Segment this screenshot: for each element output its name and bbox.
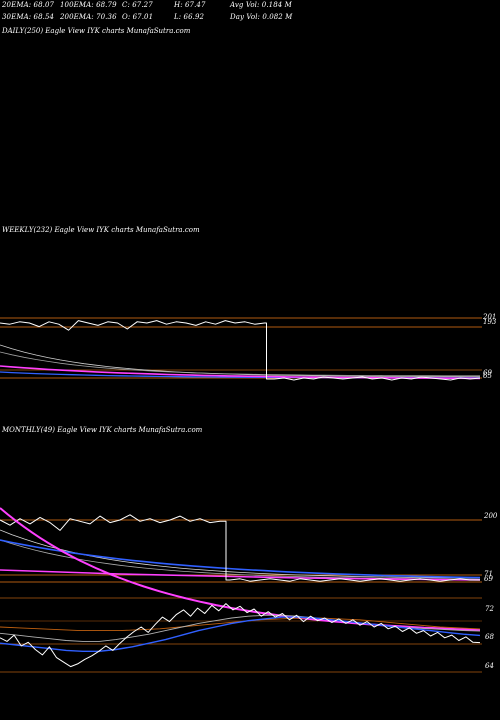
close-value: C: 67.27 bbox=[122, 1, 153, 9]
day-vol-value: Day Vol: 0.082 M bbox=[230, 13, 293, 21]
monthly-y-tick-71: 71 bbox=[484, 570, 493, 578]
high-value: H: 67.47 bbox=[174, 1, 206, 9]
monthly-y-tick-69: 69 bbox=[484, 575, 493, 583]
monthly-ema-magenta-flat bbox=[0, 569, 481, 581]
open-value: O: 67.01 bbox=[122, 13, 154, 21]
weekly-y-tick-65: 65 bbox=[483, 372, 492, 380]
ema100-value: 100EMA: 68.79 bbox=[60, 1, 117, 9]
monthly-y-tick-200: 200 bbox=[483, 512, 498, 520]
weekly-ema-gray-2 bbox=[0, 351, 480, 377]
daily-y-tick-72: 72 bbox=[485, 605, 494, 613]
daily-y-tick-64: 64 bbox=[485, 662, 494, 670]
monthly-panel-title: MONTHLY(49) Eagle View IYK charts Munafa… bbox=[2, 426, 203, 434]
weekly-ema-gray-1 bbox=[0, 344, 480, 378]
daily-ema200-magenta bbox=[0, 507, 481, 631]
monthly-ema-blue bbox=[0, 539, 481, 579]
weekly-y-tick-201: 201 bbox=[482, 313, 496, 321]
weekly-y-tick-193: 193 bbox=[483, 318, 497, 326]
low-value: L: 66.92 bbox=[174, 13, 205, 21]
daily-panel-title: DAILY(250) Eagle View IYK charts MunafaS… bbox=[2, 27, 191, 35]
ema30-value: 30EMA: 68.54 bbox=[2, 13, 55, 21]
daily-price-line bbox=[0, 603, 481, 668]
weekly-panel-title: WEEKLY(232) Eagle View IYK charts Munafa… bbox=[2, 226, 200, 234]
avg-vol-value: Avg Vol: 0.184 M bbox=[230, 1, 292, 9]
ema200-value: 200EMA: 70.36 bbox=[60, 13, 117, 21]
weekly-y-tick-69: 69 bbox=[483, 369, 492, 377]
daily-y-tick-68: 68 bbox=[485, 633, 494, 641]
weekly-price-line bbox=[0, 320, 481, 381]
monthly-ema-gray-2 bbox=[0, 539, 481, 580]
weekly-ema-blue bbox=[0, 371, 480, 379]
monthly-price-line bbox=[0, 514, 480, 582]
monthly-ema-gray-1 bbox=[0, 529, 481, 579]
daily-chart: 72 68 64 bbox=[0, 507, 494, 673]
daily-ema20-blue bbox=[0, 616, 481, 652]
ema20-value: 20EMA: 68.07 bbox=[2, 1, 55, 9]
